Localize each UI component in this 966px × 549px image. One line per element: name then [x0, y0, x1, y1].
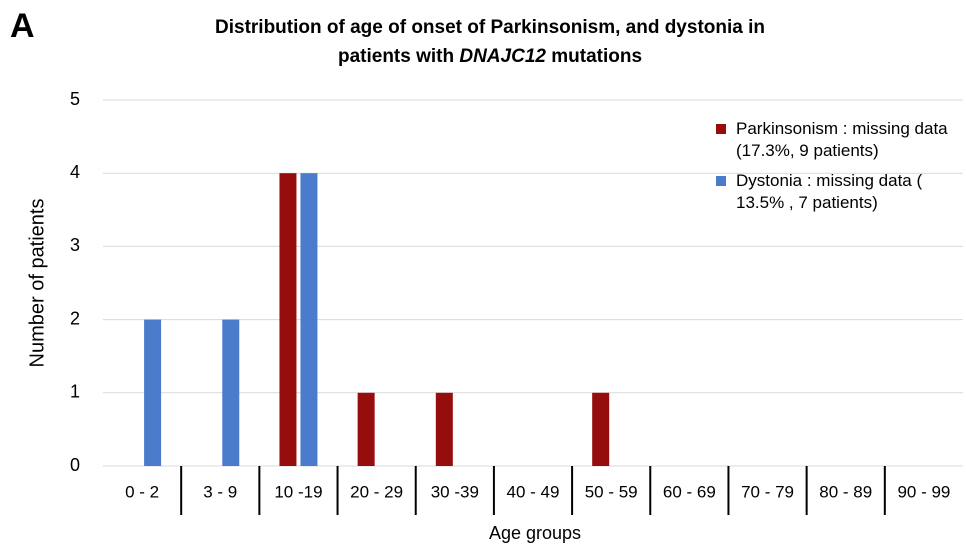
legend-item: Dystonia : missing data ( 13.5% , 7 pati… — [712, 170, 962, 214]
x-tick-label: 70 - 79 — [741, 482, 794, 501]
x-tick-label: 50 - 59 — [585, 482, 638, 501]
x-tick-label: 3 - 9 — [203, 482, 237, 501]
chart-title: Distribution of age of onset of Parkinso… — [215, 17, 765, 38]
bar — [144, 319, 162, 466]
legend-label: Parkinsonism : missing data (17.3%, 9 pa… — [736, 119, 948, 160]
x-tick-label: 40 - 49 — [507, 482, 560, 501]
y-tick-label: 1 — [70, 382, 80, 402]
x-tick-label: 60 - 69 — [663, 482, 716, 501]
bar — [592, 392, 610, 466]
legend: Parkinsonism : missing data (17.3%, 9 pa… — [712, 118, 962, 222]
title-part: mutations — [551, 46, 642, 67]
x-tick-label: 90 - 99 — [897, 482, 950, 501]
bar — [279, 173, 297, 466]
y-tick-label: 4 — [70, 162, 80, 182]
y-axis-label: Number of patients — [26, 199, 48, 368]
x-tick-label: 30 -39 — [431, 482, 479, 501]
legend-swatch — [716, 176, 726, 186]
title-part: DNAJC12 — [459, 46, 546, 67]
bar — [435, 392, 453, 466]
panel-label: A — [10, 7, 35, 45]
legend-item: Parkinsonism : missing data (17.3%, 9 pa… — [712, 118, 962, 162]
x-tick-label: 80 - 89 — [819, 482, 872, 501]
bar — [357, 392, 375, 466]
y-tick-label: 5 — [70, 89, 80, 109]
title-part: patients with — [338, 46, 454, 67]
x-tick-label: 20 - 29 — [350, 482, 403, 501]
x-axis-label: Age groups — [489, 523, 581, 543]
y-tick-label: 3 — [70, 235, 80, 255]
legend-label: Dystonia : missing data ( 13.5% , 7 pati… — [736, 171, 923, 212]
bar — [222, 319, 240, 466]
x-tick-label: 0 - 2 — [125, 482, 159, 501]
chart-title: patients with DNAJC12 mutations — [338, 46, 642, 67]
y-tick-label: 0 — [70, 455, 80, 475]
legend-swatch — [716, 124, 726, 134]
bar — [300, 173, 318, 466]
x-tick-label: 10 -19 — [274, 482, 322, 501]
y-tick-label: 2 — [70, 308, 80, 328]
